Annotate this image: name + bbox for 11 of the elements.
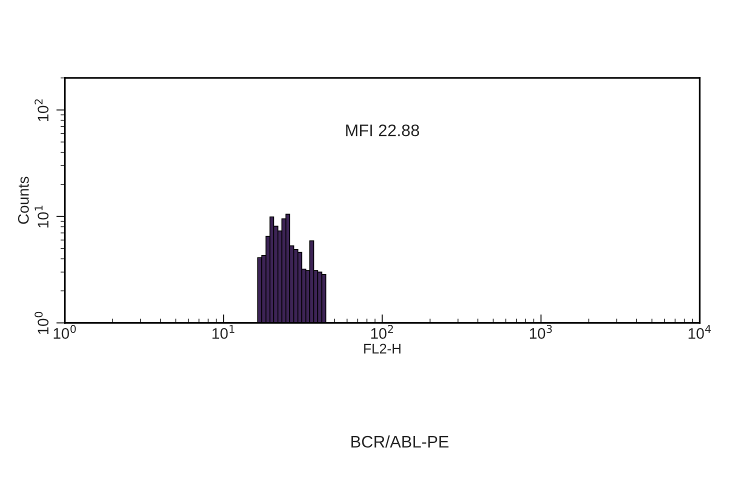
x-tick-label: 10$^{2}$	[371, 324, 393, 339]
x-tick-label: 10$^{4}$	[688, 325, 711, 339]
x-axis-title: FL2-H	[364, 344, 400, 354]
text: BCR/ABL-PE	[351, 435, 448, 448]
annotation: MFI 22.88	[346, 124, 420, 136]
x-tick-label: 10$^{1}$	[212, 325, 234, 339]
y-tick-label: 10$^{2}$	[34, 99, 49, 122]
x-tick-label: 10$^{3}$	[530, 324, 552, 339]
y-tick-label: 10$^{1}$	[34, 206, 49, 228]
x-tick-label: 10$^{0}$	[54, 324, 76, 339]
y-axis-title: Counts	[18, 176, 29, 224]
